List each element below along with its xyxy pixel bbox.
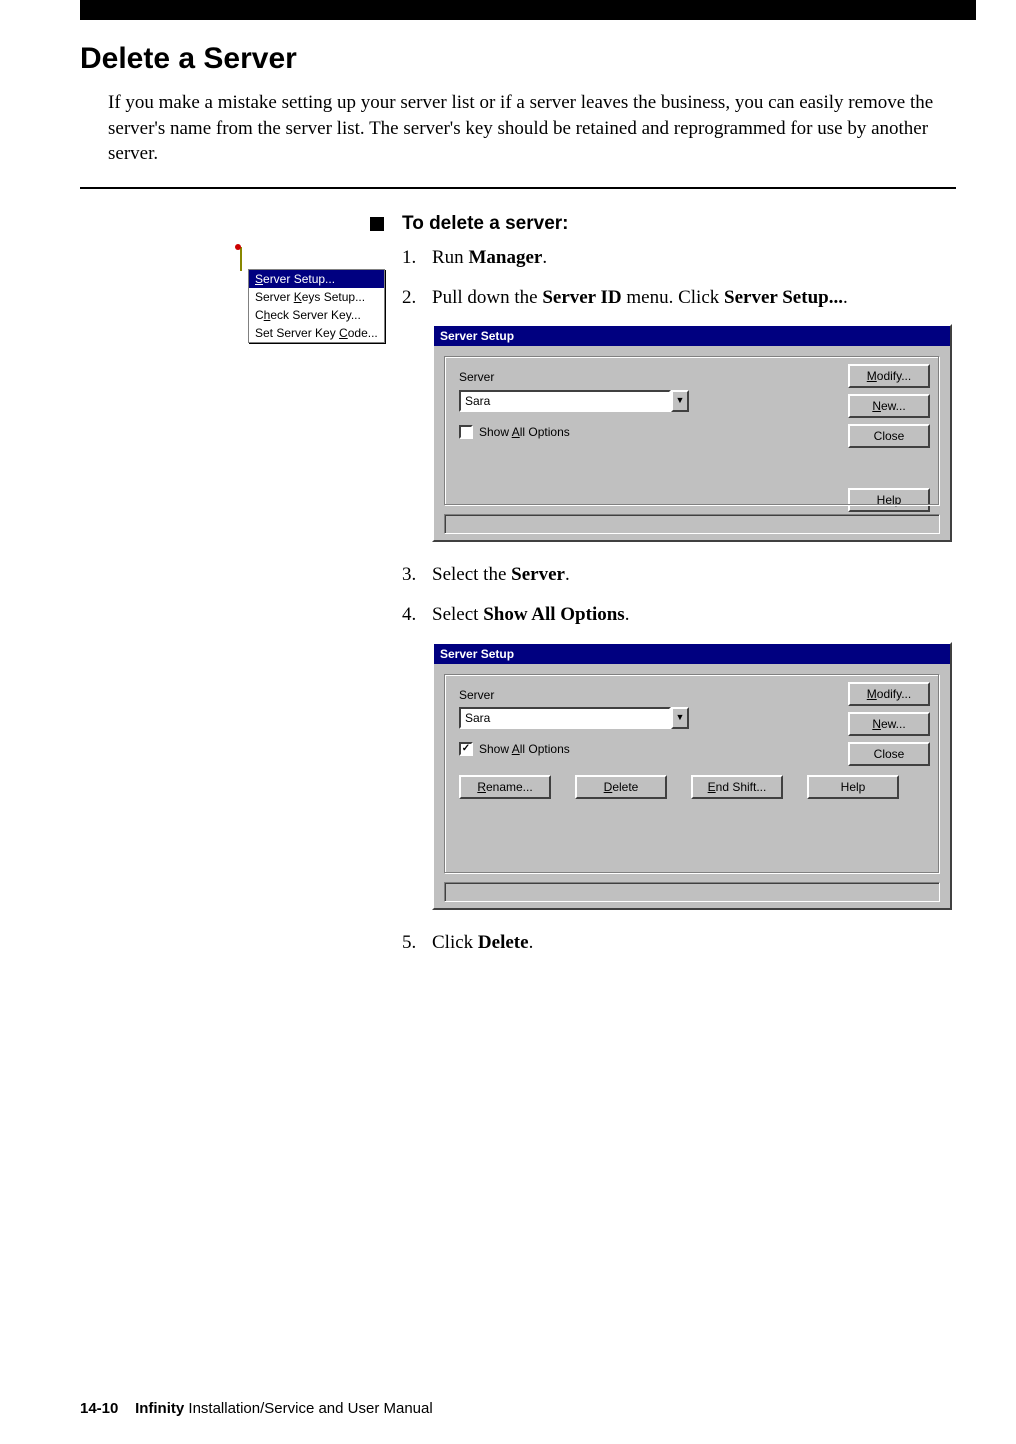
left-column: Server Setup... Server Keys Setup... Che… [80, 213, 370, 343]
sticky-note-icon [240, 247, 242, 271]
server-id-dropdown-menu: Server Setup... Server Keys Setup... Che… [248, 269, 385, 343]
menu-screenshot: Server Setup... Server Keys Setup... Che… [240, 247, 370, 343]
server-label: Server [459, 369, 719, 385]
show-all-options-checkbox[interactable]: ✓ Show All Options [459, 741, 719, 757]
chevron-down-icon[interactable]: ▼ [671, 390, 689, 412]
page-number: 14-10 [80, 1400, 118, 1417]
dialog-titlebar: Server Setup [434, 326, 950, 346]
end-shift-button[interactable]: End Shift... [691, 775, 783, 799]
server-combobox[interactable]: Sara ▼ [459, 707, 689, 729]
dialog2-statusbar [444, 882, 940, 902]
intro-paragraph: If you make a mistake setting up your se… [108, 90, 956, 167]
menu-item-server-keys-setup[interactable]: Server Keys Setup... [249, 288, 384, 306]
chevron-down-icon[interactable]: ▼ [671, 707, 689, 729]
rename-button[interactable]: Rename... [459, 775, 551, 799]
checkbox-box [459, 425, 473, 439]
menu-item-set-server-key-code[interactable]: Set Server Key Code... [249, 324, 384, 342]
book-title: Infinity [135, 1400, 184, 1417]
page-title: Delete a Server [80, 42, 956, 76]
delete-button[interactable]: Delete [575, 775, 667, 799]
dialog2-groupbox: Server Sara ▼ ✓ Show All Options [444, 674, 940, 874]
dialog-titlebar: Server Setup [434, 644, 950, 664]
menu-item-server-setup[interactable]: Server Setup... [249, 270, 384, 288]
page-content: Delete a Server If you make a mistake se… [0, 20, 1016, 1010]
show-all-options-checkbox[interactable]: Show All Options [459, 424, 719, 440]
dialog2-button-row: Rename... Delete End Shift... Help [459, 775, 925, 799]
checkbox-box-checked: ✓ [459, 742, 473, 756]
server-combobox-value: Sara [459, 390, 671, 412]
page-footer: 14-10 Infinity Installation/Service and … [80, 1400, 433, 1417]
dialog1-statusbar [444, 514, 940, 534]
step-3: Select the Server. [402, 562, 956, 588]
server-setup-dialog-1: Server Setup Modify... New... Close Help [432, 324, 952, 542]
step-1: Run Manager. [402, 245, 956, 271]
server-setup-dialog-2: Server Setup Modify... New... Close Serv… [432, 642, 952, 910]
right-column: To delete a server: Run Manager. Pull do… [370, 213, 956, 970]
step-2: Pull down the Server ID menu. Click Serv… [402, 285, 956, 543]
menu-item-check-server-key[interactable]: Check Server Key... [249, 306, 384, 324]
server-combobox-value: Sara [459, 707, 671, 729]
step-4: Select Show All Options. Server Setup Mo… [402, 602, 956, 910]
step-5: Click Delete. [402, 930, 956, 956]
help-button[interactable]: Help [807, 775, 899, 799]
procedure-steps: Run Manager. Pull down the Server ID men… [402, 245, 956, 956]
procedure-heading: To delete a server: [370, 213, 956, 235]
dialog1-groupbox: Server Sara ▼ Show All Options [444, 356, 940, 506]
header-black-bar [80, 0, 976, 20]
horizontal-rule [80, 187, 956, 189]
server-combobox[interactable]: Sara ▼ [459, 390, 689, 412]
server-label: Server [459, 687, 719, 703]
square-bullet-icon [370, 217, 384, 231]
